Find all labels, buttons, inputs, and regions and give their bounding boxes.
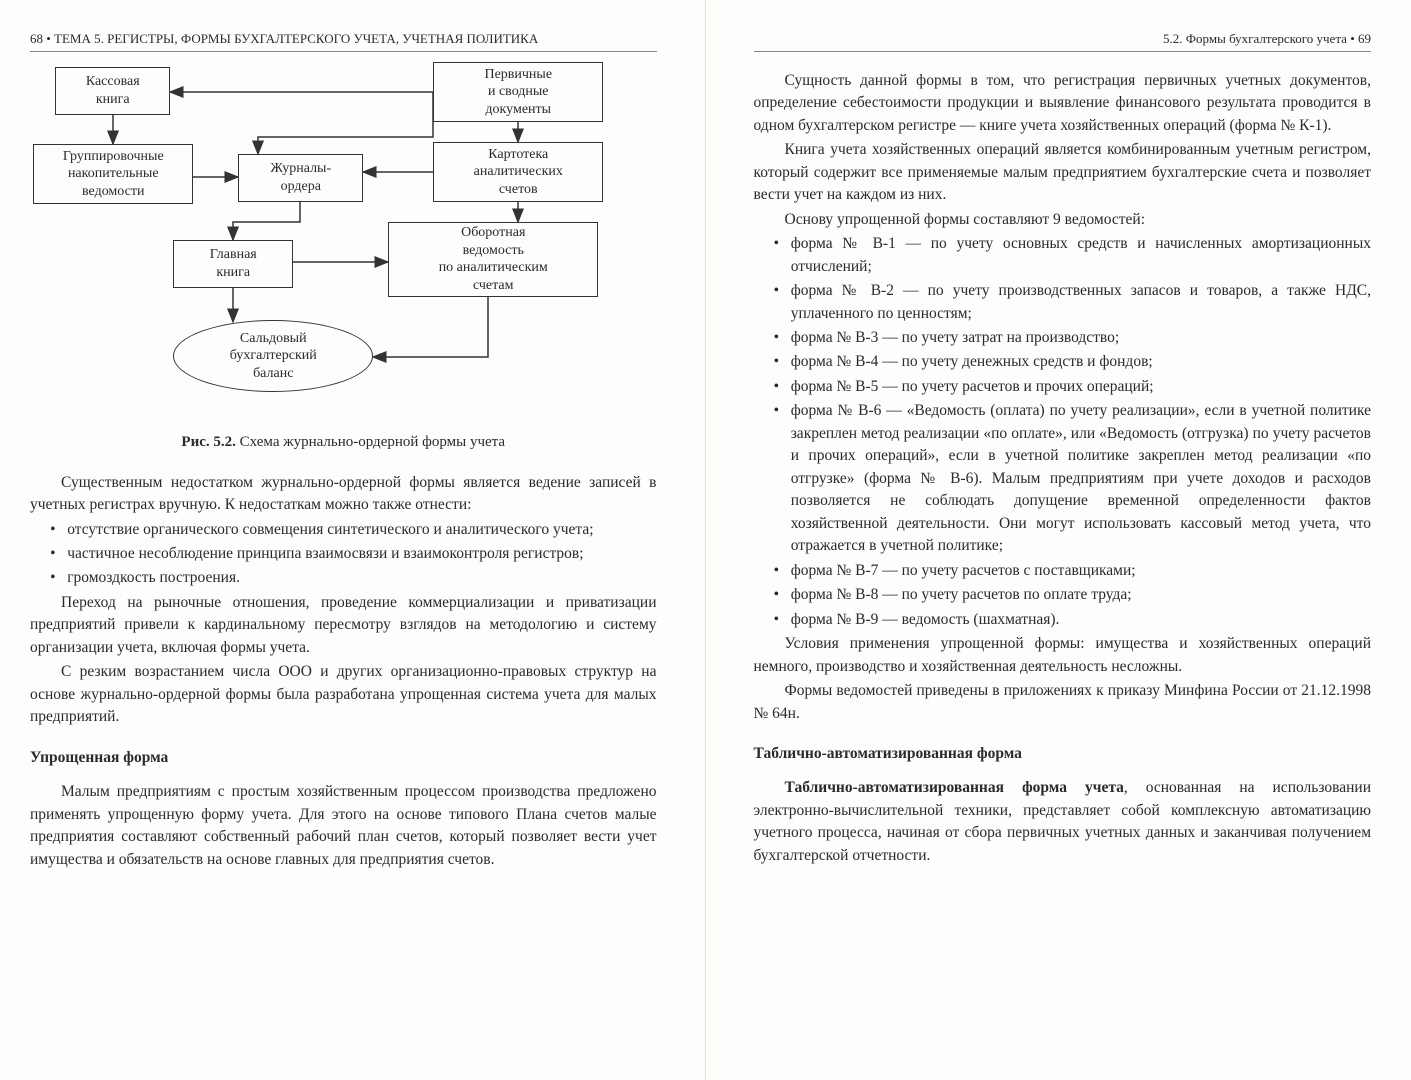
list-item: форма № В-8 — по учету расчетов по оплат…: [791, 584, 1371, 606]
para-3: С резким возрастанием числа ООО и других…: [30, 661, 657, 728]
para-1: Существенным недостатком журнально-ордер…: [30, 472, 657, 517]
node-kartoteka: Картотека аналитических счетов: [433, 142, 603, 202]
list-item: форма № В-6 — «Ведомость (оплата) по уче…: [791, 400, 1371, 557]
caption-bold: Рис. 5.2.: [181, 434, 235, 450]
list-item: форма № В-9 — ведомость (шахматная).: [791, 609, 1371, 631]
node-oborot: Оборотная ведомость по аналитическим сче…: [388, 222, 598, 297]
list-item: громоздкость построения.: [67, 567, 656, 589]
forms-list: форма № В-1 — по учету основных средств …: [754, 233, 1372, 631]
node-glavnaya: Главная книга: [173, 240, 293, 288]
caption-text: Схема журнально-ордерной формы учета: [236, 434, 505, 450]
r-para-4: Условия применения упрощенной формы: иму…: [754, 633, 1372, 678]
node-saldo: Сальдовый бухгалтерский баланс: [173, 320, 373, 392]
node-zhurnaly: Журналы- ордера: [238, 154, 363, 202]
para-2: Переход на рыночные отношения, проведени…: [30, 592, 657, 659]
r-para-3: Основу упрощенной формы составляют 9 вед…: [754, 209, 1372, 231]
subheading-simplified: Упрощенная форма: [30, 747, 657, 769]
node-kassovaya: Кассовая книга: [55, 67, 170, 115]
r-para-5: Формы ведомостей приведены в приложениях…: [754, 680, 1372, 725]
list-item: форма № В-5 — по учету расчетов и прочих…: [791, 376, 1371, 398]
list-item: форма № В-1 — по учету основных средств …: [791, 233, 1371, 278]
disadvantages-list: отсутствие органического совмещения синт…: [30, 519, 657, 590]
page-header-left: 68 • ТЕМА 5. РЕГИСТРЫ, ФОРМЫ БУХГАЛТЕРСК…: [30, 30, 657, 52]
page-right: 5.2. Формы бухгалтерского учета • 69 Сущ…: [706, 0, 1411, 1080]
node-gruppir: Группировочные накопительные ведомости: [33, 144, 193, 204]
list-item: отсутствие органического совмещения синт…: [67, 519, 656, 541]
r-para-1: Сущность данной формы в том, что регистр…: [754, 70, 1372, 137]
node-pervichnye: Первичные и сводные документы: [433, 62, 603, 122]
list-item: форма № В-2 — по учету производственных …: [791, 280, 1371, 325]
list-item: форма № В-4 — по учету денежных средств …: [791, 351, 1371, 373]
list-item: форма № В-3 — по учету затрат на произво…: [791, 327, 1371, 349]
subheading-auto: Таблично-автоматизированная форма: [754, 743, 1372, 765]
r-para-6-bold: Таблично-автоматизированная форма учета: [785, 779, 1124, 796]
page-header-right: 5.2. Формы бухгалтерского учета • 69: [754, 30, 1372, 52]
para-4: Малым предприятиям с простым хозяйственн…: [30, 781, 657, 871]
r-para-6: Таблично-автоматизированная форма учета,…: [754, 777, 1372, 867]
r-para-2: Книга учета хозяйственных операций являе…: [754, 139, 1372, 206]
flowchart-diagram: Кассовая книга Первичные и сводные докуме…: [33, 62, 653, 422]
figure-caption: Рис. 5.2. Схема журнально-ордерной формы…: [30, 432, 657, 454]
page-left: 68 • ТЕМА 5. РЕГИСТРЫ, ФОРМЫ БУХГАЛТЕРСК…: [0, 0, 706, 1080]
list-item: частичное несоблюдение принципа взаимосв…: [67, 543, 656, 565]
list-item: форма № В-7 — по учету расчетов с постав…: [791, 560, 1371, 582]
